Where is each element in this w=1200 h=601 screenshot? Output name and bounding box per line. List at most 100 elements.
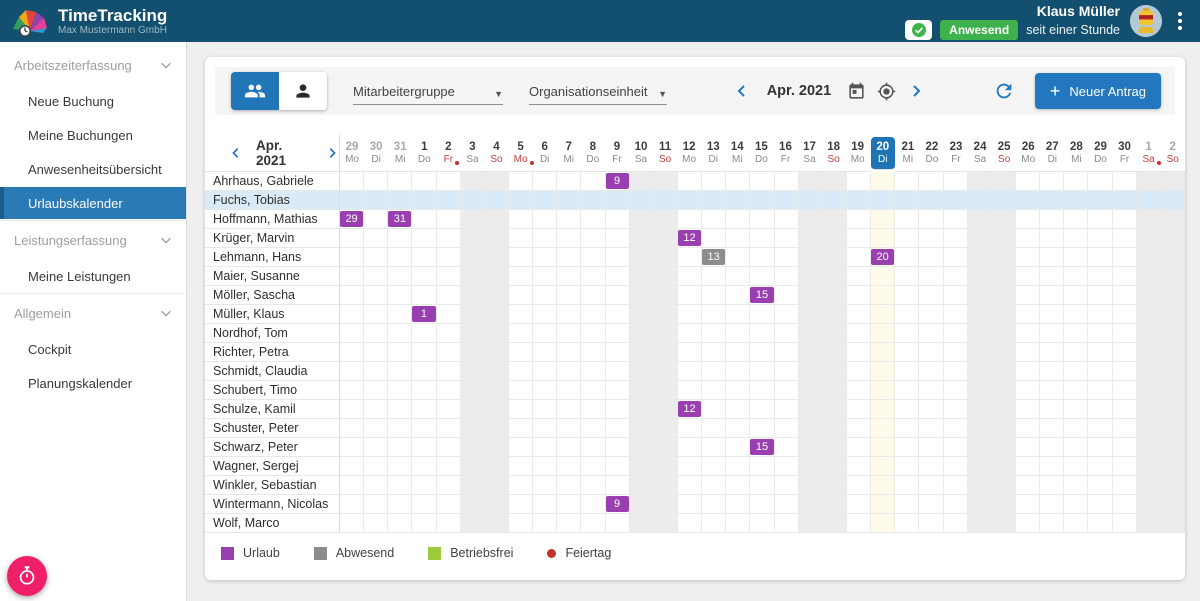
calendar-cell[interactable] [629,324,654,343]
sidebar-item-anwesenheitsuebersicht[interactable]: Anwesenheitsübersicht [28,161,162,177]
calendar-cell[interactable] [991,191,1016,210]
calendar-cell[interactable] [436,362,461,381]
team-view-toggle-button[interactable] [231,72,279,110]
calendar-cell[interactable] [1015,172,1041,191]
calendar-cell[interactable] [1160,229,1185,248]
calendar-cell[interactable] [436,324,461,343]
calendar-cell[interactable] [702,438,727,457]
calendar-cell[interactable] [1064,495,1089,514]
calendar-cell[interactable] [1112,305,1137,324]
sidebar-item-cockpit[interactable]: Cockpit [28,341,72,357]
calendar-cell[interactable] [991,267,1016,286]
calendar-cell[interactable] [1015,343,1041,362]
calendar-cell[interactable] [581,438,606,457]
calendar-cell[interactable] [364,495,389,514]
calendar-cell[interactable] [967,381,992,400]
calendar-cell[interactable] [702,495,727,514]
calendar-cell[interactable] [629,381,654,400]
calendar-cell[interactable] [533,419,558,438]
calendar-cell[interactable] [1040,457,1065,476]
calendar-cell[interactable] [508,229,534,248]
calendar-cell[interactable] [1040,267,1065,286]
calendar-cell[interactable] [798,438,823,457]
calendar-cell[interactable] [364,476,389,495]
calendar-cell[interactable] [1064,381,1089,400]
calendar-cell[interactable] [1064,210,1089,229]
calendar-cell[interactable] [1160,305,1185,324]
calendar-cell[interactable] [533,381,558,400]
calendar-cell[interactable] [557,419,582,438]
calendar-cell[interactable] [364,343,389,362]
calendar-cell[interactable] [340,267,365,286]
calendar-cell[interactable] [895,191,920,210]
calendar-cell[interactable] [1112,191,1137,210]
calendar-cell[interactable] [726,191,751,210]
calendar-cell[interactable] [798,495,823,514]
calendar-cell[interactable] [629,267,654,286]
calendar-cell[interactable] [798,400,823,419]
calendar-cell[interactable] [677,495,703,514]
calendar-cell[interactable] [919,210,944,229]
calendar-cell[interactable] [460,172,485,191]
calendar-cell[interactable] [340,191,365,210]
calendar-cell[interactable] [726,286,751,305]
calendar-cell[interactable] [1064,172,1089,191]
calendar-cell[interactable] [822,305,847,324]
calendar-cell[interactable] [702,476,727,495]
calendar-cell[interactable] [605,229,630,248]
calendar-cell[interactable] [871,419,896,438]
calendar-cell[interactable] [798,343,823,362]
calendar-cell[interactable] [436,229,461,248]
calendar-cell[interactable] [967,229,992,248]
calendar-cell[interactable] [895,172,920,191]
calendar-cell[interactable] [822,324,847,343]
calendar-cell[interactable] [557,267,582,286]
calendar-cell[interactable] [750,324,775,343]
calendar-cell[interactable] [364,305,389,324]
calendar-cell[interactable] [1088,305,1113,324]
calendar-cell[interactable] [677,381,703,400]
calendar-cell[interactable] [967,324,992,343]
calendar-cell[interactable] [1136,267,1161,286]
calendar-cell[interactable] [1040,172,1065,191]
org-unit-select[interactable]: Organisationseinheit ▼ [529,77,667,105]
calendar-cell[interactable] [460,343,485,362]
calendar-cell[interactable] [750,381,775,400]
calendar-cell[interactable] [774,229,799,248]
calendar-cell[interactable] [1160,286,1185,305]
calendar-cell[interactable] [653,476,678,495]
calendar-cell[interactable] [702,324,727,343]
calendar-cell[interactable] [1112,495,1137,514]
calendar-cell[interactable] [991,248,1016,267]
calendar-cell[interactable] [967,305,992,324]
calendar-cell[interactable] [895,229,920,248]
calendar-cell[interactable] [340,362,365,381]
calendar-cell[interactable] [629,286,654,305]
vacation-badge[interactable]: 9 [605,496,629,512]
calendar-cell[interactable] [629,457,654,476]
calendar-cell[interactable] [702,362,727,381]
calendar-cell[interactable] [557,514,582,533]
calendar-cell[interactable] [822,419,847,438]
calendar-cell[interactable] [460,514,485,533]
calendar-cell[interactable] [774,362,799,381]
calendar-cell[interactable] [991,457,1016,476]
calendar-cell[interactable] [919,248,944,267]
calendar-cell[interactable] [605,476,630,495]
calendar-cell[interactable] [533,229,558,248]
calendar-cell[interactable] [943,172,968,191]
calendar-cell[interactable] [484,514,509,533]
calendar-cell[interactable] [1088,362,1113,381]
calendar-cell[interactable] [1160,362,1185,381]
calendar-cell[interactable] [412,172,437,191]
calendar-cell[interactable] [822,229,847,248]
calendar-cell[interactable] [388,229,413,248]
calendar-cell[interactable] [1064,362,1089,381]
calendar-cell[interactable] [750,305,775,324]
calendar-cell[interactable] [798,286,823,305]
calendar-cell[interactable] [533,191,558,210]
calendar-cell[interactable] [822,172,847,191]
calendar-cell[interactable] [919,514,944,533]
calendar-cell[interactable] [653,172,678,191]
calendar-cell[interactable] [822,362,847,381]
